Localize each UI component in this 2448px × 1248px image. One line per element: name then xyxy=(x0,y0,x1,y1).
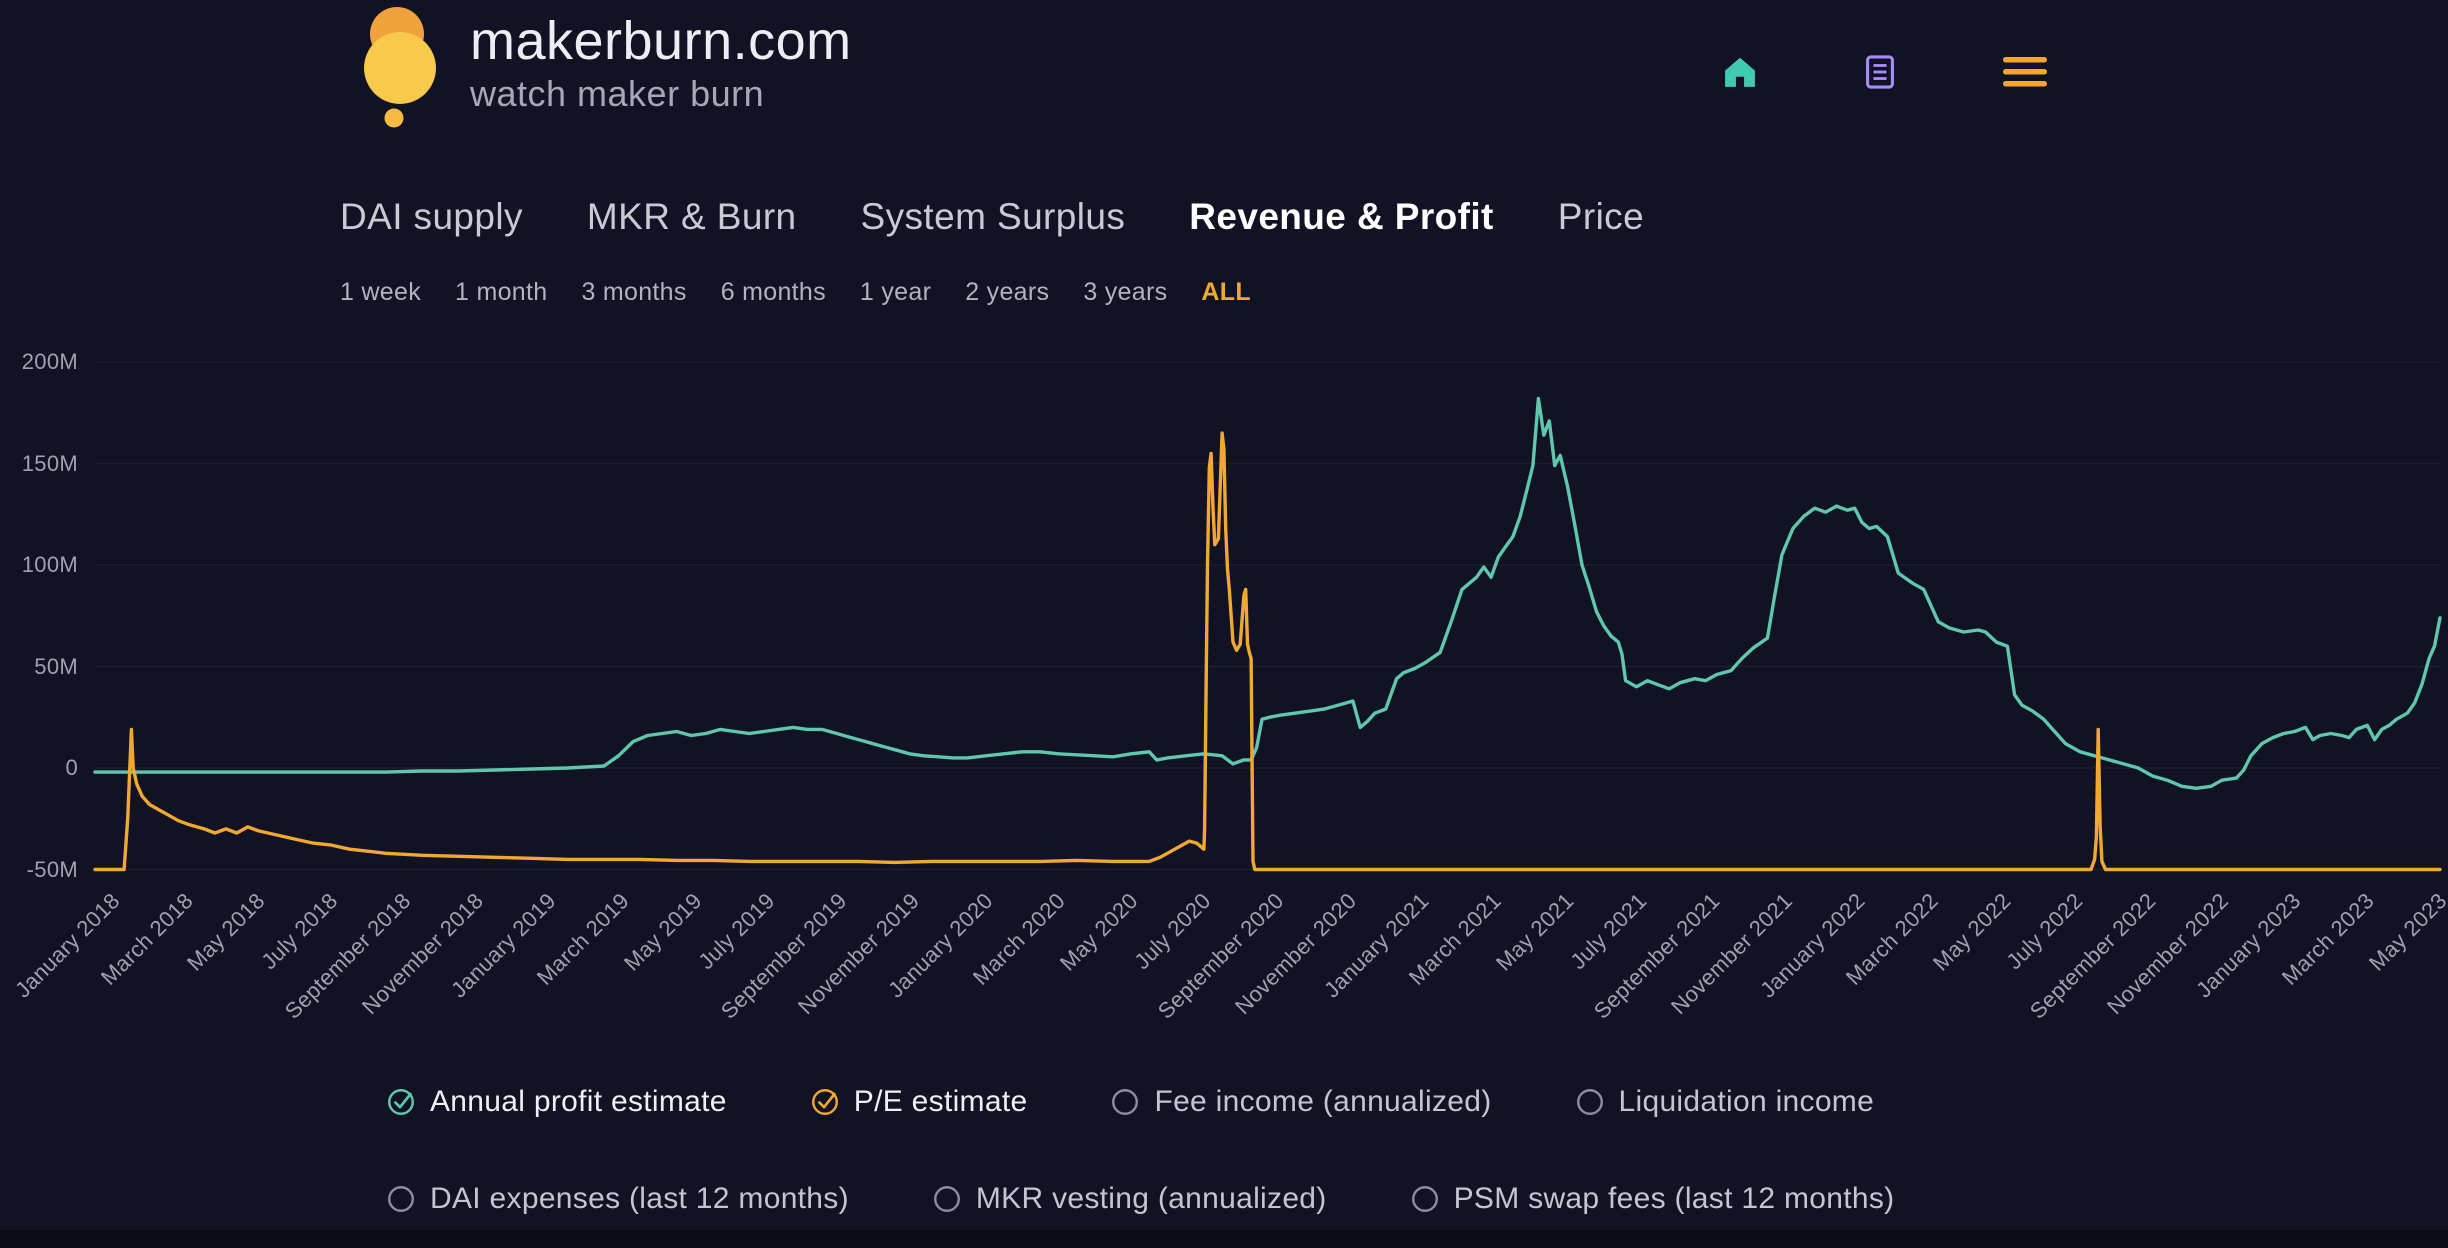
series-line-p-e-estimate xyxy=(93,431,2442,872)
unchecked-circle-icon xyxy=(1576,1089,1603,1115)
logo-blob-icon xyxy=(364,7,436,128)
title-block: makerburn.com watch maker burn xyxy=(470,11,852,115)
legend-item-mkr-vesting-annualized[interactable]: MKR vesting (annualized) xyxy=(931,1182,1327,1216)
y-tick-label-0: 0 xyxy=(65,755,78,780)
makerburn-logo[interactable] xyxy=(345,6,455,130)
range-1-month[interactable]: 1 month xyxy=(455,278,548,306)
docs-button[interactable] xyxy=(1850,42,1910,102)
legend-label: MKR vesting (annualized) xyxy=(975,1182,1327,1215)
legend-row-1: Annual profit estimate P/E estimate Fee in… xyxy=(385,1085,1874,1119)
site-title: makerburn.com xyxy=(470,11,852,71)
range-all[interactable]: ALL xyxy=(1201,278,1251,306)
checked-circle-icon xyxy=(811,1089,838,1115)
range-1-week[interactable]: 1 week xyxy=(340,278,422,306)
series-line-annual-profit-estimate xyxy=(93,396,2442,790)
tab-system-surplus[interactable]: System Surplus xyxy=(860,196,1126,237)
legend-label: P/E estimate xyxy=(853,1085,1028,1118)
legend-label: PSM swap fees (last 12 months) xyxy=(1453,1182,1895,1215)
unchecked-circle-icon xyxy=(933,1186,960,1212)
legend-row-2: DAI expenses (last 12 months) MKR vesting… xyxy=(385,1182,1894,1216)
range-1-year[interactable]: 1 year xyxy=(859,278,932,306)
range-3-years[interactable]: 3 years xyxy=(1083,278,1168,306)
home-button[interactable] xyxy=(1710,42,1770,102)
unchecked-circle-icon xyxy=(1411,1186,1438,1212)
legend-item-liquidation-income[interactable]: Liquidation income xyxy=(1574,1085,1875,1119)
legend-label: Liquidation income xyxy=(1618,1085,1875,1118)
y-tick-label-150m: 150M xyxy=(21,450,78,476)
checked-circle-icon xyxy=(388,1089,414,1115)
document-icon xyxy=(1866,55,1894,89)
time-range-selector: 1 week 1 month 3 months 6 months 1 year 2 yea… xyxy=(340,278,1251,307)
y-tick-label-100m: 100M xyxy=(21,552,78,577)
tab-dai-supply[interactable]: DAI supply xyxy=(340,196,523,237)
y-tick-label-50m: 50M xyxy=(34,653,78,679)
range-6-months[interactable]: 6 months xyxy=(720,278,826,306)
legend-label: Fee income (annualized) xyxy=(1154,1085,1492,1118)
unchecked-circle-icon xyxy=(388,1186,414,1212)
unchecked-circle-icon xyxy=(1112,1089,1139,1115)
legend-item-p-e-estimate[interactable]: P/E estimate xyxy=(809,1085,1028,1119)
legend-item-dai-expenses-last-12-months[interactable]: DAI expenses (last 12 months) xyxy=(385,1182,849,1216)
menu-icon xyxy=(2003,57,2047,87)
legend-item-annual-profit-estimate[interactable]: Annual profit estimate xyxy=(385,1085,727,1119)
chart-area xyxy=(0,340,2448,920)
menu-button[interactable] xyxy=(1995,42,2055,102)
chart-canvas[interactable] xyxy=(0,340,2448,920)
tab-revenue-profit[interactable]: Revenue & Profit xyxy=(1189,196,1494,237)
chart-tabs: DAI supply MKR & Burn System Surplus Revenu… xyxy=(340,196,1644,238)
y-tick-label-200m: 200M xyxy=(21,349,78,374)
legend-label: Annual profit estimate xyxy=(430,1085,727,1118)
legend-item-fee-income-annualized[interactable]: Fee income (annualized) xyxy=(1109,1085,1491,1119)
range-2-years[interactable]: 2 years xyxy=(965,278,1050,306)
legend-label: DAI expenses (last 12 months) xyxy=(430,1182,849,1215)
site-subtitle: watch maker burn xyxy=(470,73,765,115)
legend-item-psm-swap-fees-last-12-months[interactable]: PSM swap fees (last 12 months) xyxy=(1409,1182,1895,1216)
tab-mkr-burn[interactable]: MKR & Burn xyxy=(586,196,797,237)
range-3-months[interactable]: 3 months xyxy=(581,278,687,306)
tab-price[interactable]: Price xyxy=(1557,196,1645,237)
y-tick-label-50m: -50M xyxy=(26,856,78,882)
home-icon xyxy=(1725,57,1755,87)
footer-strip xyxy=(0,1230,2448,1248)
